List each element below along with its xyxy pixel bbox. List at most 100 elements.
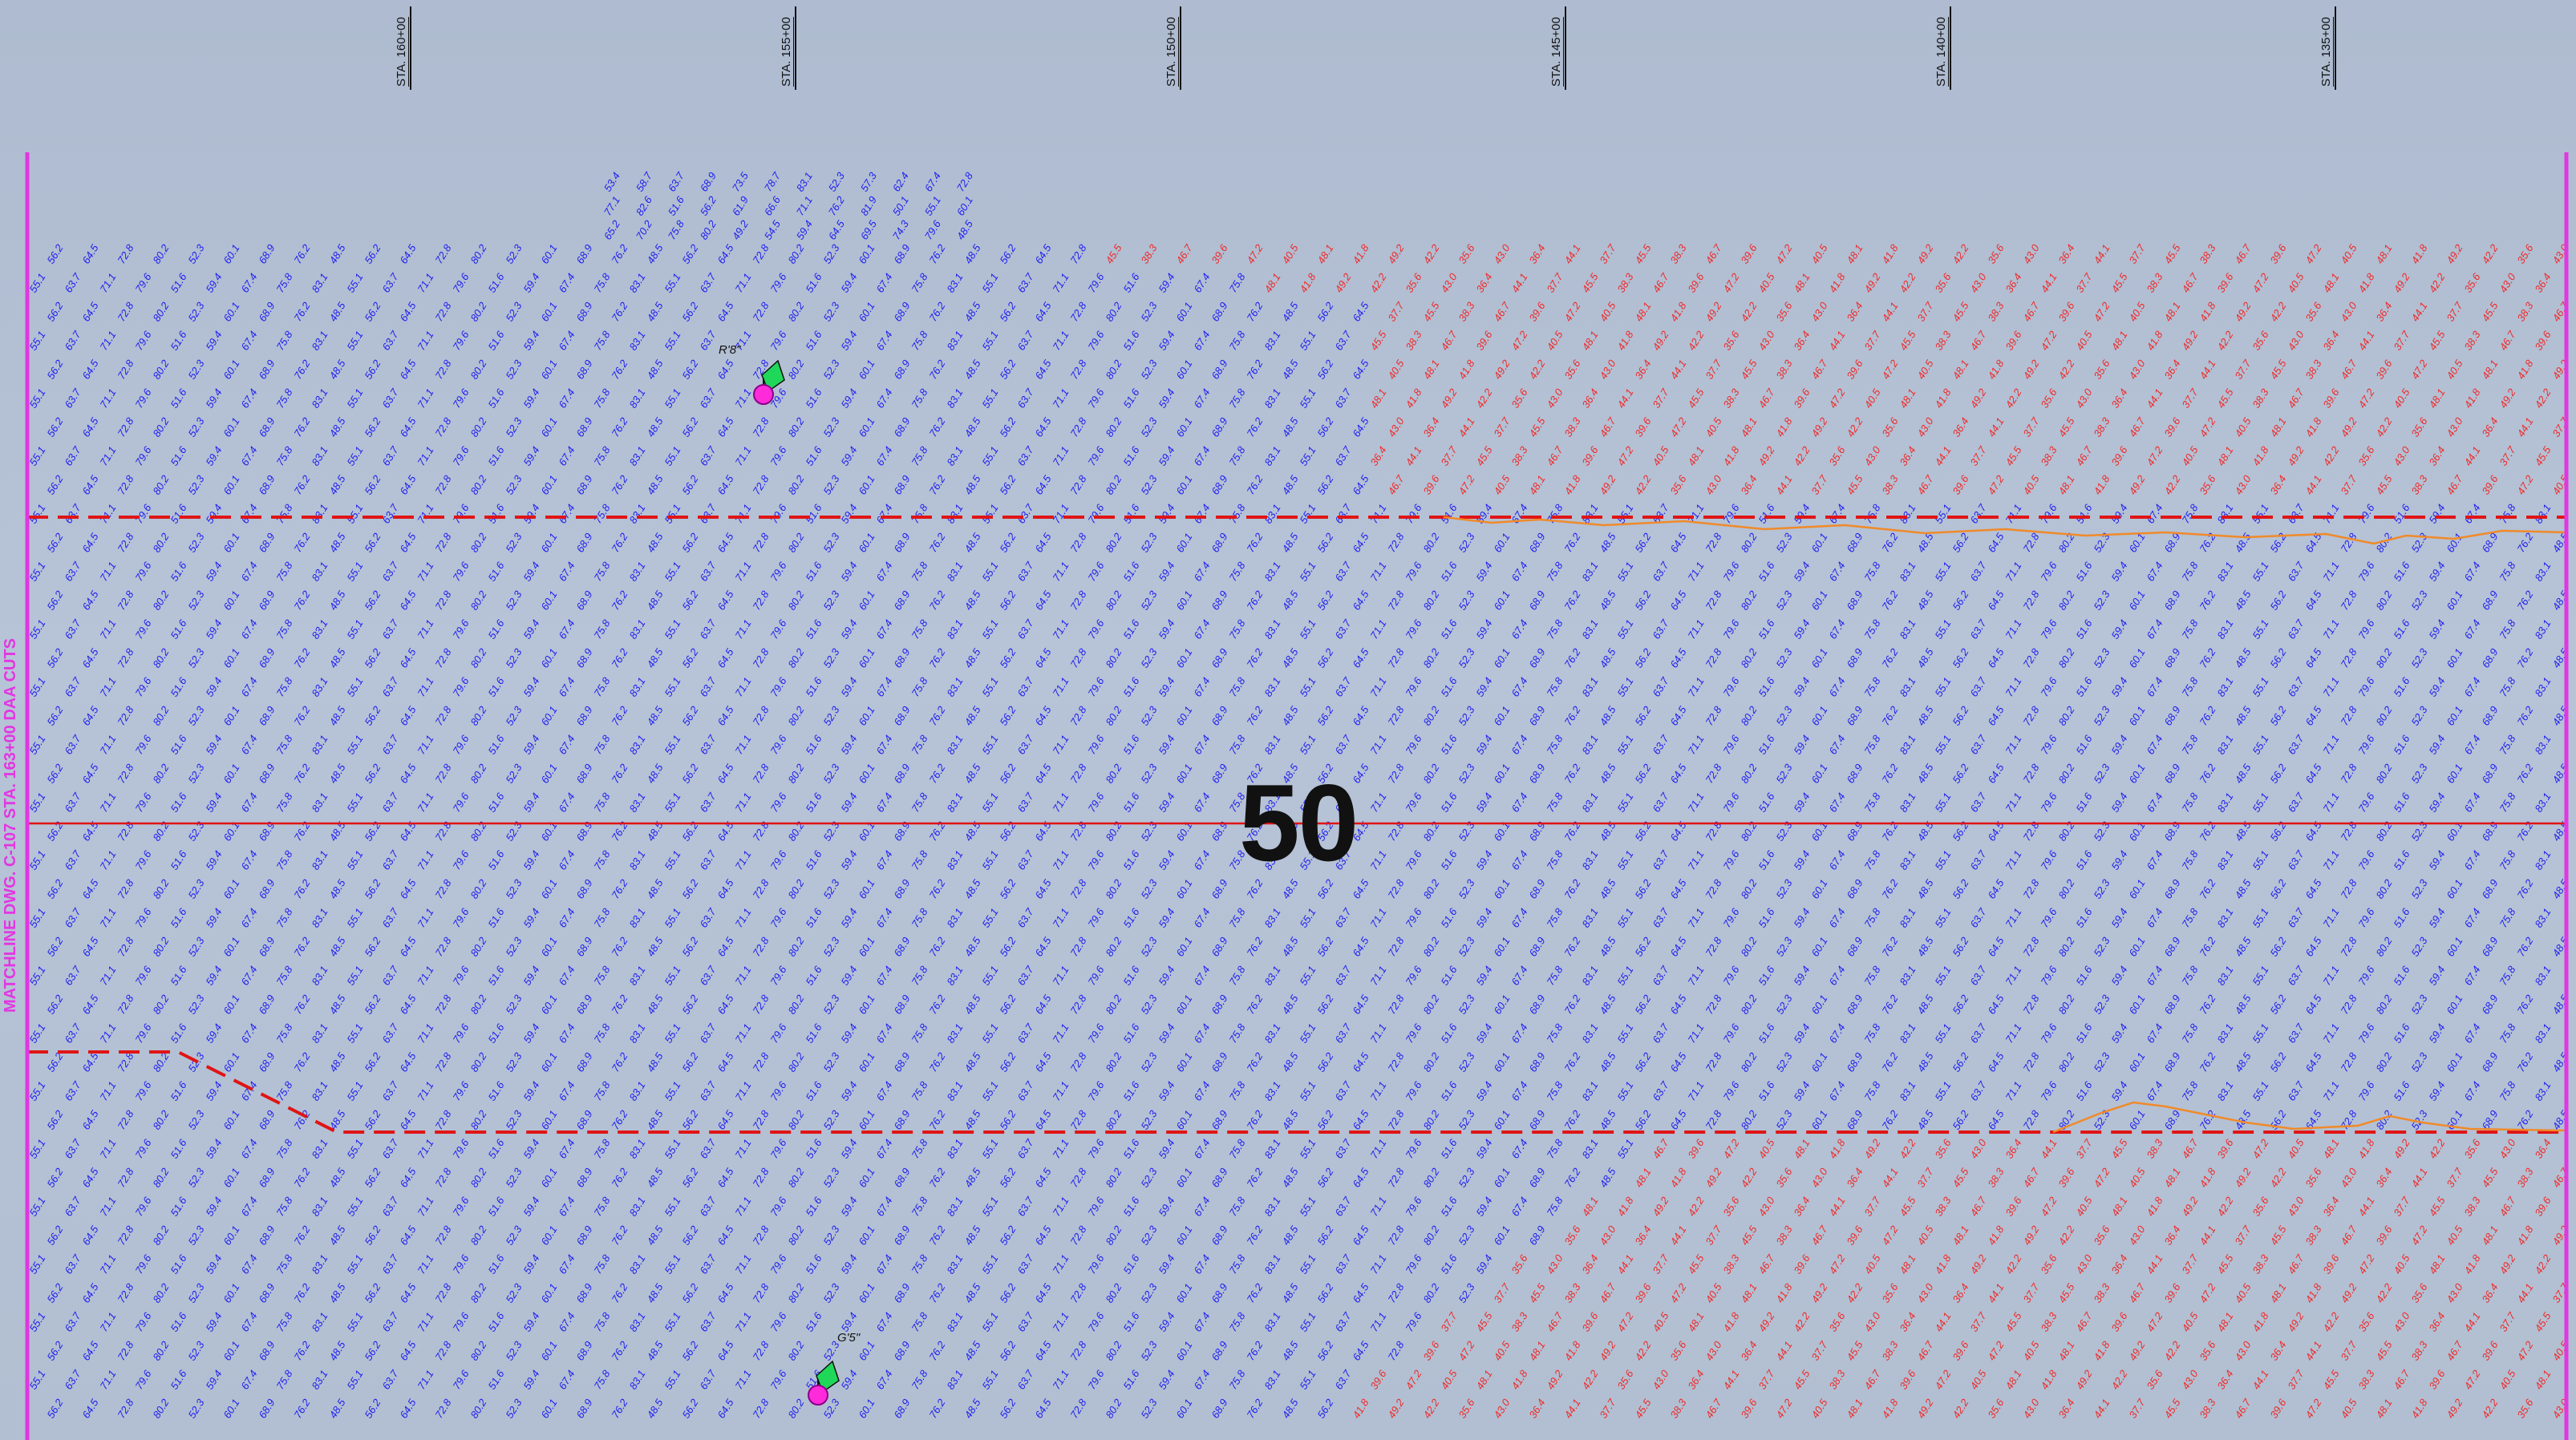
depth-sounding: 35.6: [1932, 271, 1954, 295]
depth-sounding: 55.1: [1614, 906, 1635, 929]
depth-sounding: 38.3: [1879, 1339, 1901, 1363]
depth-sounding: 67.4: [556, 560, 577, 583]
depth-sounding: 52.3: [2408, 1050, 2430, 1074]
depth-sounding: 83.1: [1262, 1310, 1282, 1333]
depth-sounding: 51.6: [2391, 675, 2412, 699]
depth-sounding: 44.1: [1667, 1224, 1688, 1247]
depth-sounding: 43.0: [1861, 1310, 1883, 1334]
depth-sounding: 79.6: [768, 502, 789, 526]
depth-sounding: 72.8: [432, 531, 454, 555]
depth-sounding: 55.1: [344, 502, 365, 525]
depth-sounding: 56.2: [362, 300, 383, 324]
depth-sounding: 48.1: [1526, 1339, 1547, 1362]
depth-sounding: 48.5: [1279, 473, 1301, 497]
depth-sounding: 76.2: [291, 1166, 313, 1190]
depth-sounding: 51.6: [1120, 1137, 1142, 1161]
depth-sounding: 64.5: [1350, 646, 1371, 670]
depth-sounding: 55.1: [979, 502, 1000, 525]
depth-sounding: 44.1: [2461, 444, 2482, 467]
depth-sounding: 60.1: [221, 300, 241, 323]
depth-sounding: 36.4: [2108, 1252, 2129, 1276]
depth-sounding: 67.4: [2461, 848, 2482, 872]
depth-sounding: 56.2: [44, 242, 66, 266]
depth-sounding: 76.2: [1244, 1281, 1266, 1305]
depth-sounding: 72.8: [1067, 1281, 1089, 1305]
depth-sounding: 48.1: [2056, 1339, 2076, 1362]
depth-sounding: 72.8: [432, 1050, 454, 1074]
depth-sounding: 79.6: [2038, 1021, 2060, 1046]
depth-sounding: 52.3: [1456, 1166, 1477, 1190]
depth-sounding: 83.1: [944, 906, 965, 929]
depth-sounding: 40.5: [1279, 242, 1301, 266]
depth-sounding: 75.8: [2497, 733, 2518, 757]
depth-sounding: 52.3: [2408, 935, 2430, 959]
depth-sounding: 35.6: [1667, 473, 1689, 497]
depth-sounding: 68.9: [256, 877, 277, 900]
depth-sounding: 79.6: [450, 271, 472, 295]
depth-sounding: 72.8: [2020, 1108, 2042, 1132]
depth-sounding: 37.7: [2232, 1224, 2254, 1248]
depth-sounding: 63.7: [1332, 906, 1354, 930]
depth-sounding: 35.6: [2091, 1224, 2112, 1248]
depth-sounding: 76.2: [1244, 1224, 1266, 1248]
depth-sounding: 79.6: [1085, 386, 1107, 411]
depth-sounding: 40.5: [1808, 242, 1830, 266]
depth-sounding: 71.1: [1050, 1079, 1071, 1102]
depth-sounding: 75.8: [2497, 791, 2518, 815]
depth-sounding: 80.2: [150, 531, 172, 555]
depth-sounding: 49.2: [1650, 1195, 1671, 1219]
depth-sounding: 75.8: [909, 329, 930, 353]
depth-sounding: 51.6: [485, 733, 507, 757]
depth-sounding: 55.1: [344, 1252, 365, 1276]
depth-sounding: 43.0: [2232, 473, 2254, 497]
depth-sounding: 49.2: [1914, 242, 1936, 266]
depth-sounding: 52.3: [826, 170, 848, 194]
depth-sounding: 48.5: [2232, 646, 2254, 670]
depth-sounding: 80.2: [468, 1339, 489, 1363]
depth-sounding: 71.1: [732, 386, 753, 410]
depth-sounding: 76.2: [1879, 1050, 1901, 1074]
depth-sounding: 55.1: [26, 1137, 47, 1160]
depth-sounding: 71.1: [1050, 444, 1071, 467]
depth-sounding: 55.1: [344, 386, 365, 410]
depth-sounding: 51.6: [2073, 964, 2095, 988]
depth-sounding: 51.6: [1756, 733, 1777, 757]
depth-sounding: 48.5: [644, 1281, 666, 1305]
depth-sounding: 55.1: [662, 1195, 682, 1218]
depth-sounding: 80.2: [1738, 704, 1760, 728]
depth-sounding: 49.2: [1544, 1368, 1565, 1392]
depth-sounding: 75.8: [273, 964, 295, 988]
depth-sounding: 47.2: [1456, 1339, 1477, 1363]
depth-sounding: 52.3: [1138, 531, 1160, 555]
depth-sounding: 48.5: [1914, 1108, 1936, 1132]
depth-sounding: 66.6: [762, 194, 784, 218]
depth-sounding: 52.3: [185, 1339, 207, 1363]
depth-sounding: 48.5: [326, 473, 348, 497]
depth-sounding: 59.4: [1156, 791, 1177, 814]
depth-sounding: 83.1: [1579, 733, 1600, 756]
depth-sounding: 41.8: [1614, 329, 1636, 353]
depth-sounding: 52.3: [185, 415, 207, 439]
depth-sounding: 48.5: [644, 704, 666, 728]
depth-sounding: 67.4: [1826, 560, 1847, 583]
depth-sounding: 38.3: [2303, 1224, 2324, 1248]
depth-sounding: 71.1: [1050, 1195, 1071, 1218]
depth-sounding: 52.3: [1456, 1224, 1477, 1248]
depth-sounding: 72.8: [1385, 1224, 1407, 1248]
depth-sounding: 41.8: [1456, 358, 1477, 382]
depth-sounding: 55.1: [662, 560, 682, 583]
depth-sounding: 55.1: [1297, 1021, 1318, 1045]
depth-sounding: 44.1: [2514, 1281, 2535, 1304]
depth-sounding: 79.6: [1720, 906, 1742, 930]
depth-sounding: 67.4: [1826, 733, 1847, 756]
depth-sounding: 60.1: [221, 531, 241, 554]
depth-sounding: 79.6: [450, 386, 472, 411]
depth-sounding: 63.7: [1015, 906, 1036, 930]
depth-sounding: 40.5: [2497, 1368, 2518, 1392]
depth-sounding: 80.2: [1103, 300, 1124, 324]
depth-sounding: 56.2: [997, 300, 1019, 324]
depth-sounding: 79.6: [768, 1137, 789, 1161]
depth-sounding: 51.6: [2391, 848, 2412, 872]
depth-sounding: 48.5: [1279, 415, 1301, 439]
depth-sounding: 64.5: [1350, 300, 1371, 324]
